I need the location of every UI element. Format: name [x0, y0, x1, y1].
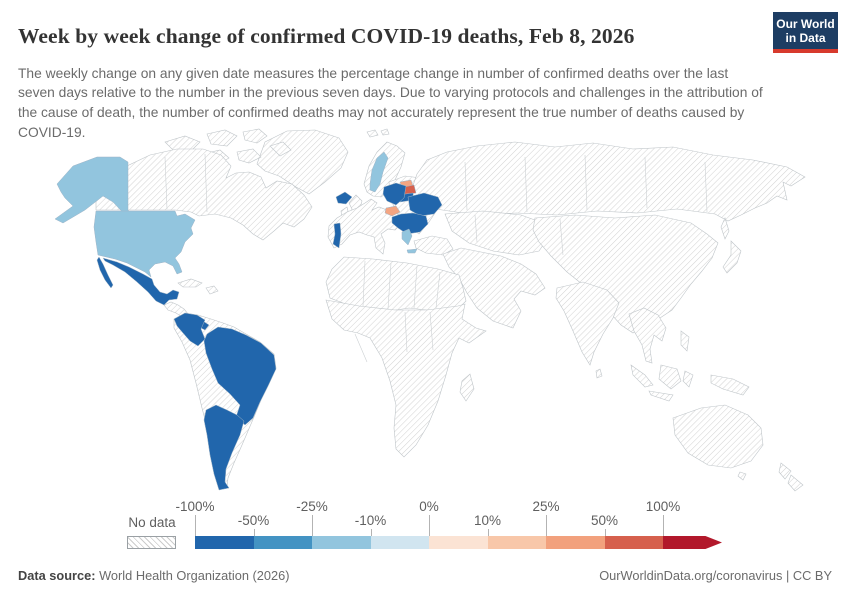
country-mexico-baja[interactable] — [96, 256, 114, 289]
choropleth-svg — [54, 128, 806, 492]
landmass-australia[interactable] — [672, 404, 764, 469]
landmass-cuba[interactable] — [177, 278, 203, 288]
legend-bin[interactable] — [253, 536, 312, 549]
landmass-svalbard[interactable] — [380, 128, 390, 136]
landmass-hispaniola[interactable] — [205, 285, 219, 295]
legend-bin[interactable] — [663, 536, 722, 549]
page-title: Week by week change of confirmed COVID-1… — [18, 24, 635, 49]
legend-bin[interactable] — [370, 536, 429, 549]
landmass-sub-saharan-africa[interactable] — [325, 299, 487, 458]
legend-tick-label: -50% — [237, 513, 270, 528]
landmass-java[interactable] — [648, 390, 674, 402]
landmass-greenland[interactable] — [256, 129, 349, 195]
data-source: Data source: World Health Organization (… — [18, 568, 289, 583]
legend-tick-label: 10% — [473, 513, 502, 528]
landmass-sri-lanka[interactable] — [595, 368, 603, 379]
landmass-india[interactable] — [555, 281, 620, 366]
no-data-landmasses — [95, 128, 806, 492]
landmass-sulawesi[interactable] — [682, 370, 694, 388]
landmass-western-europe[interactable] — [327, 198, 404, 255]
country-ukraine[interactable] — [407, 192, 443, 217]
legend-bin[interactable] — [429, 536, 488, 549]
landmass-arctic-islands[interactable] — [269, 141, 292, 157]
country-united-states[interactable] — [93, 210, 196, 278]
landmass-arctic-islands[interactable] — [164, 135, 201, 153]
legend-tick-label: 100% — [645, 499, 681, 514]
legend-tick-line — [253, 529, 255, 536]
landmass-svalbard[interactable] — [366, 129, 379, 138]
landmass-japan[interactable] — [722, 240, 742, 274]
landmass-turkey[interactable] — [413, 235, 454, 256]
country-greece[interactable] — [401, 228, 413, 246]
legend-tick-label: -10% — [354, 513, 387, 528]
legend-tick-label: 0% — [419, 499, 439, 514]
data-source-label: Data source: — [18, 568, 96, 583]
landmass-se-asia[interactable] — [628, 307, 667, 364]
legend-bin[interactable] — [312, 536, 371, 549]
legend-tick-line — [312, 515, 313, 536]
colored-countries — [54, 151, 443, 491]
chart-footer: Data source: World Health Organization (… — [18, 568, 832, 583]
owid-logo-line2: in Data — [785, 31, 826, 46]
legend-tick-line — [604, 529, 606, 536]
legend-tick-line — [546, 515, 547, 536]
legend-tick-line — [663, 515, 664, 536]
landmass-borneo[interactable] — [658, 364, 682, 390]
legend-bin[interactable] — [487, 536, 546, 549]
legend-bin[interactable] — [604, 536, 663, 549]
landmass-sumatra[interactable] — [630, 364, 654, 388]
owid-logo-line1: Our World — [776, 17, 835, 31]
landmass-new-guinea[interactable] — [710, 374, 750, 396]
data-source-value: World Health Organization (2026) — [95, 568, 290, 583]
landmass-arctic-islands[interactable] — [206, 129, 238, 147]
no-data-swatch[interactable] — [127, 536, 176, 549]
legend-tick-label: -100% — [175, 499, 215, 514]
landmass-sakhalin[interactable] — [720, 217, 730, 240]
landmass-arctic-islands[interactable] — [236, 148, 262, 164]
legend-tick-label: 25% — [532, 499, 560, 514]
credit-link[interactable]: OurWorldinData.org/coronavirus | CC BY — [599, 568, 832, 583]
country-poland[interactable] — [382, 182, 407, 206]
landmass-arctic-islands[interactable] — [242, 128, 268, 144]
landmass-east-asia[interactable] — [532, 214, 719, 334]
country-brazil[interactable] — [203, 326, 277, 426]
map-interior-borders — [164, 153, 708, 363]
no-data-label: No data — [128, 515, 176, 530]
country-hungary[interactable] — [384, 205, 401, 217]
landmass-philippines[interactable] — [680, 330, 690, 352]
landmass-tasmania[interactable] — [737, 471, 747, 481]
country-portugal[interactable] — [332, 222, 342, 249]
world-map — [15, 122, 835, 497]
owid-logo[interactable]: Our World in Data — [773, 12, 838, 54]
legend-tick-line — [487, 529, 489, 536]
country-iceland[interactable] — [335, 191, 353, 205]
landmass-central-asia[interactable] — [444, 210, 549, 256]
chart-subtitle: The weekly change on any given date meas… — [18, 65, 763, 140]
landmass-new-zealand[interactable] — [778, 462, 792, 480]
legend-tick-line — [370, 529, 372, 536]
country-balkans[interactable] — [391, 212, 429, 235]
country-sweden[interactable] — [369, 151, 389, 193]
country-chile-argentina[interactable] — [203, 404, 245, 491]
legend-bin[interactable] — [195, 536, 254, 549]
legend-tick-line — [195, 515, 196, 536]
landmass-russia[interactable] — [409, 141, 806, 222]
map-legend: No data -100% -50% -25% -10% 0% 10% 25% 50% 100% — [0, 498, 850, 550]
legend-tick-label: 50% — [590, 513, 619, 528]
legend-tick-label: -25% — [296, 499, 328, 514]
landmass-middle-east[interactable] — [442, 247, 546, 329]
legend-bin[interactable] — [546, 536, 605, 549]
country-mexico[interactable] — [102, 257, 180, 306]
landmass-new-zealand[interactable] — [787, 474, 804, 492]
legend-scale: -100% -50% -25% -10% 0% 10% 25% 50% 100% — [175, 498, 725, 550]
legend-tick-line — [429, 515, 430, 536]
landmass-canada[interactable] — [95, 148, 313, 241]
country-crete[interactable] — [406, 248, 418, 254]
landmass-madagascar[interactable] — [459, 373, 475, 402]
